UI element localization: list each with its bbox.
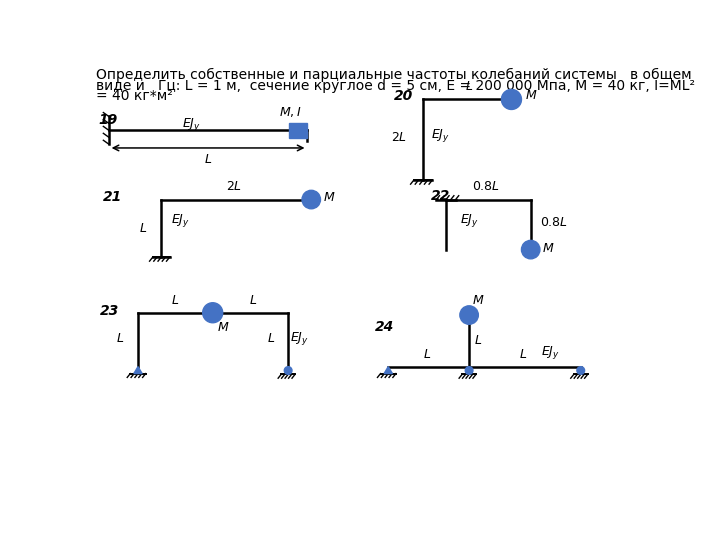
Text: виде и   Гц: L = 1 м,  сечение круглое d = 5 см, E = 200 000 Мпа, M = 40 кг, I=M: виде и Гц: L = 1 м, сечение круглое d = … xyxy=(96,79,695,93)
Circle shape xyxy=(302,190,320,209)
Text: $M$: $M$ xyxy=(323,191,336,204)
Text: $EJ_y$: $EJ_y$ xyxy=(460,212,479,229)
Text: = 40 кг*м²: = 40 кг*м² xyxy=(96,90,172,104)
Text: $L$: $L$ xyxy=(249,294,258,307)
Bar xyxy=(289,123,307,138)
Text: $L$: $L$ xyxy=(116,332,124,345)
Text: $EJ_y$: $EJ_y$ xyxy=(431,127,449,144)
Text: Определить собственные и парциальные частоты колебаний системы   в общем: Определить собственные и парциальные час… xyxy=(96,68,691,82)
Text: $0.8L$: $0.8L$ xyxy=(540,216,567,229)
Text: 23: 23 xyxy=(99,304,119,318)
Polygon shape xyxy=(134,367,142,374)
Text: $2L$: $2L$ xyxy=(226,180,243,193)
Text: 20: 20 xyxy=(394,89,413,103)
Text: $EJ_y$: $EJ_y$ xyxy=(290,329,310,347)
Text: $M$: $M$ xyxy=(525,89,537,102)
Text: $EJ_y$: $EJ_y$ xyxy=(541,345,560,361)
Circle shape xyxy=(577,367,585,374)
Text: $L$: $L$ xyxy=(267,332,275,345)
Text: $2L$: $2L$ xyxy=(392,131,408,144)
Circle shape xyxy=(460,306,478,325)
Circle shape xyxy=(465,367,473,374)
Circle shape xyxy=(284,367,292,374)
Text: $M$: $M$ xyxy=(472,294,485,307)
Text: $EJ_y$: $EJ_y$ xyxy=(171,212,190,229)
Circle shape xyxy=(501,90,521,110)
Text: $M, I$: $M, I$ xyxy=(279,105,302,119)
Circle shape xyxy=(203,303,222,323)
Text: $L$: $L$ xyxy=(474,334,482,347)
Text: 24: 24 xyxy=(375,320,395,334)
Text: $L$: $L$ xyxy=(139,221,148,234)
Circle shape xyxy=(521,240,540,259)
Text: $EJ_y$: $EJ_y$ xyxy=(182,116,202,133)
Text: 22: 22 xyxy=(431,188,450,202)
Text: $L$: $L$ xyxy=(519,348,527,361)
Text: $M$: $M$ xyxy=(542,241,554,254)
Text: 21: 21 xyxy=(104,190,122,204)
Text: 19: 19 xyxy=(98,113,117,127)
Text: $0.8L$: $0.8L$ xyxy=(472,180,500,193)
Polygon shape xyxy=(384,367,392,374)
Text: $L$: $L$ xyxy=(423,348,431,361)
Text: $L$: $L$ xyxy=(171,294,179,307)
Text: $M$: $M$ xyxy=(217,321,230,334)
Text: $L$: $L$ xyxy=(465,80,473,93)
Text: $L$: $L$ xyxy=(204,153,212,166)
